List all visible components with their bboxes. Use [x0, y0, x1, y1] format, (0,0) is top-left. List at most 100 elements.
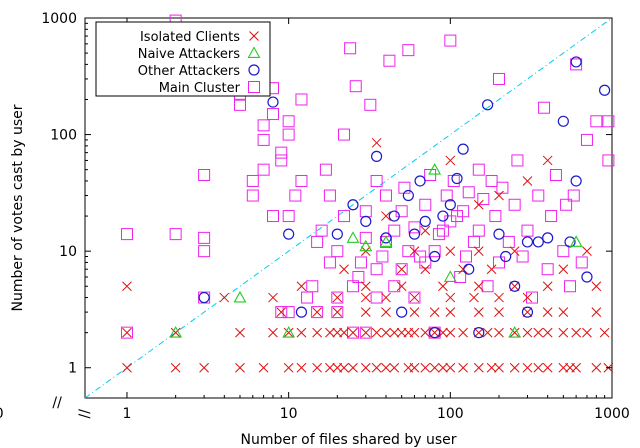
x-marker-stroke: [591, 362, 602, 373]
x-point: [420, 327, 431, 338]
x-point: [522, 176, 533, 186]
x-point: [533, 327, 544, 338]
square-point: [370, 174, 383, 187]
x-point: [509, 327, 520, 338]
x-marker-stroke: [571, 327, 581, 338]
square-point: [545, 210, 558, 223]
square-point: [459, 250, 472, 263]
square-point: [349, 80, 362, 93]
x-point: [558, 264, 569, 275]
x-marker-stroke: [360, 362, 371, 373]
x-point: [494, 362, 504, 373]
square-point: [511, 154, 524, 167]
x-point: [458, 264, 468, 275]
circle-point: [267, 96, 279, 108]
x-point: [571, 327, 581, 338]
y-axis-title: Number of votes cast by user: [10, 104, 26, 311]
square-point: [432, 228, 445, 241]
x-marker-stroke: [420, 225, 431, 236]
square-point: [590, 115, 603, 128]
x-marker-stroke: [276, 307, 287, 317]
x-point: [429, 362, 440, 373]
x-marker-stroke: [494, 307, 504, 317]
x-marker-stroke: [296, 327, 307, 338]
circle-point: [360, 215, 372, 227]
square-point: [408, 221, 421, 234]
x-point: [445, 307, 456, 317]
square-point: [383, 54, 396, 67]
square-point: [282, 306, 295, 319]
x-point: [486, 362, 497, 373]
square-point: [408, 291, 421, 304]
square-point: [275, 154, 288, 167]
x-point: [458, 362, 468, 373]
x-point: [558, 307, 569, 317]
x-marker-stroke: [283, 362, 294, 373]
x-marker-stroke: [542, 281, 553, 292]
x-marker-stroke: [582, 246, 592, 257]
square-point: [525, 291, 538, 304]
x-marker-stroke: [571, 362, 581, 373]
square-point: [419, 256, 432, 269]
x-point: [389, 362, 400, 373]
square-point: [344, 42, 357, 55]
square-point: [557, 245, 570, 258]
x-point: [420, 264, 431, 275]
x-point: [473, 362, 484, 373]
triangle-point: [359, 239, 373, 252]
circle-point: [557, 115, 569, 127]
square-point: [376, 250, 389, 263]
x-marker-stroke: [296, 362, 307, 373]
x-point: [420, 362, 431, 373]
circle-point: [500, 250, 512, 263]
x-point: [533, 362, 544, 373]
x-marker-stroke: [409, 327, 420, 338]
square-point: [311, 306, 324, 319]
x-marker-stroke: [360, 307, 371, 317]
data-points: [120, 14, 615, 373]
x-marker-stroke: [258, 362, 269, 373]
x-point: [509, 362, 520, 373]
x-tick-label: 0: [0, 406, 4, 422]
x-marker-stroke: [360, 292, 371, 303]
x-point: [296, 362, 307, 373]
square-point: [257, 133, 270, 146]
x-marker-stroke: [235, 362, 245, 373]
x-point: [258, 362, 269, 373]
x-marker-stroke: [409, 362, 420, 373]
square-point: [436, 224, 449, 237]
x-point: [486, 264, 497, 275]
square-point: [169, 228, 182, 241]
square-point: [323, 189, 336, 202]
square-point: [395, 263, 408, 276]
x-marker-stroke: [339, 362, 349, 373]
square-point: [489, 210, 502, 223]
x-marker-stroke: [268, 327, 278, 338]
x-marker-stroke: [312, 362, 322, 373]
x-marker-stroke: [219, 292, 230, 303]
x-marker-stroke: [486, 264, 497, 275]
legend-label: Other Attackers: [138, 64, 240, 79]
x-marker-stroke: [445, 362, 456, 373]
circle-point: [451, 172, 463, 185]
circle-point: [532, 236, 544, 248]
x-marker-stroke: [396, 264, 407, 275]
x-marker-stroke: [381, 292, 391, 303]
x-marker-stroke: [409, 292, 420, 303]
square-point: [359, 326, 372, 339]
x-marker-stroke: [509, 327, 520, 338]
legend-label: Naive Attackers: [138, 47, 241, 62]
series-other-attackers: [198, 56, 611, 339]
x-point: [371, 327, 382, 338]
x-marker-stroke: [473, 281, 484, 292]
x-point: [420, 225, 431, 236]
square-point: [516, 250, 529, 263]
square-point: [492, 72, 505, 85]
circle-point: [419, 215, 431, 227]
x-point: [473, 307, 484, 317]
x-marker-stroke: [473, 199, 484, 210]
circle-point: [570, 56, 582, 68]
series-isolated-clients: [122, 137, 614, 373]
square-point: [295, 93, 308, 106]
